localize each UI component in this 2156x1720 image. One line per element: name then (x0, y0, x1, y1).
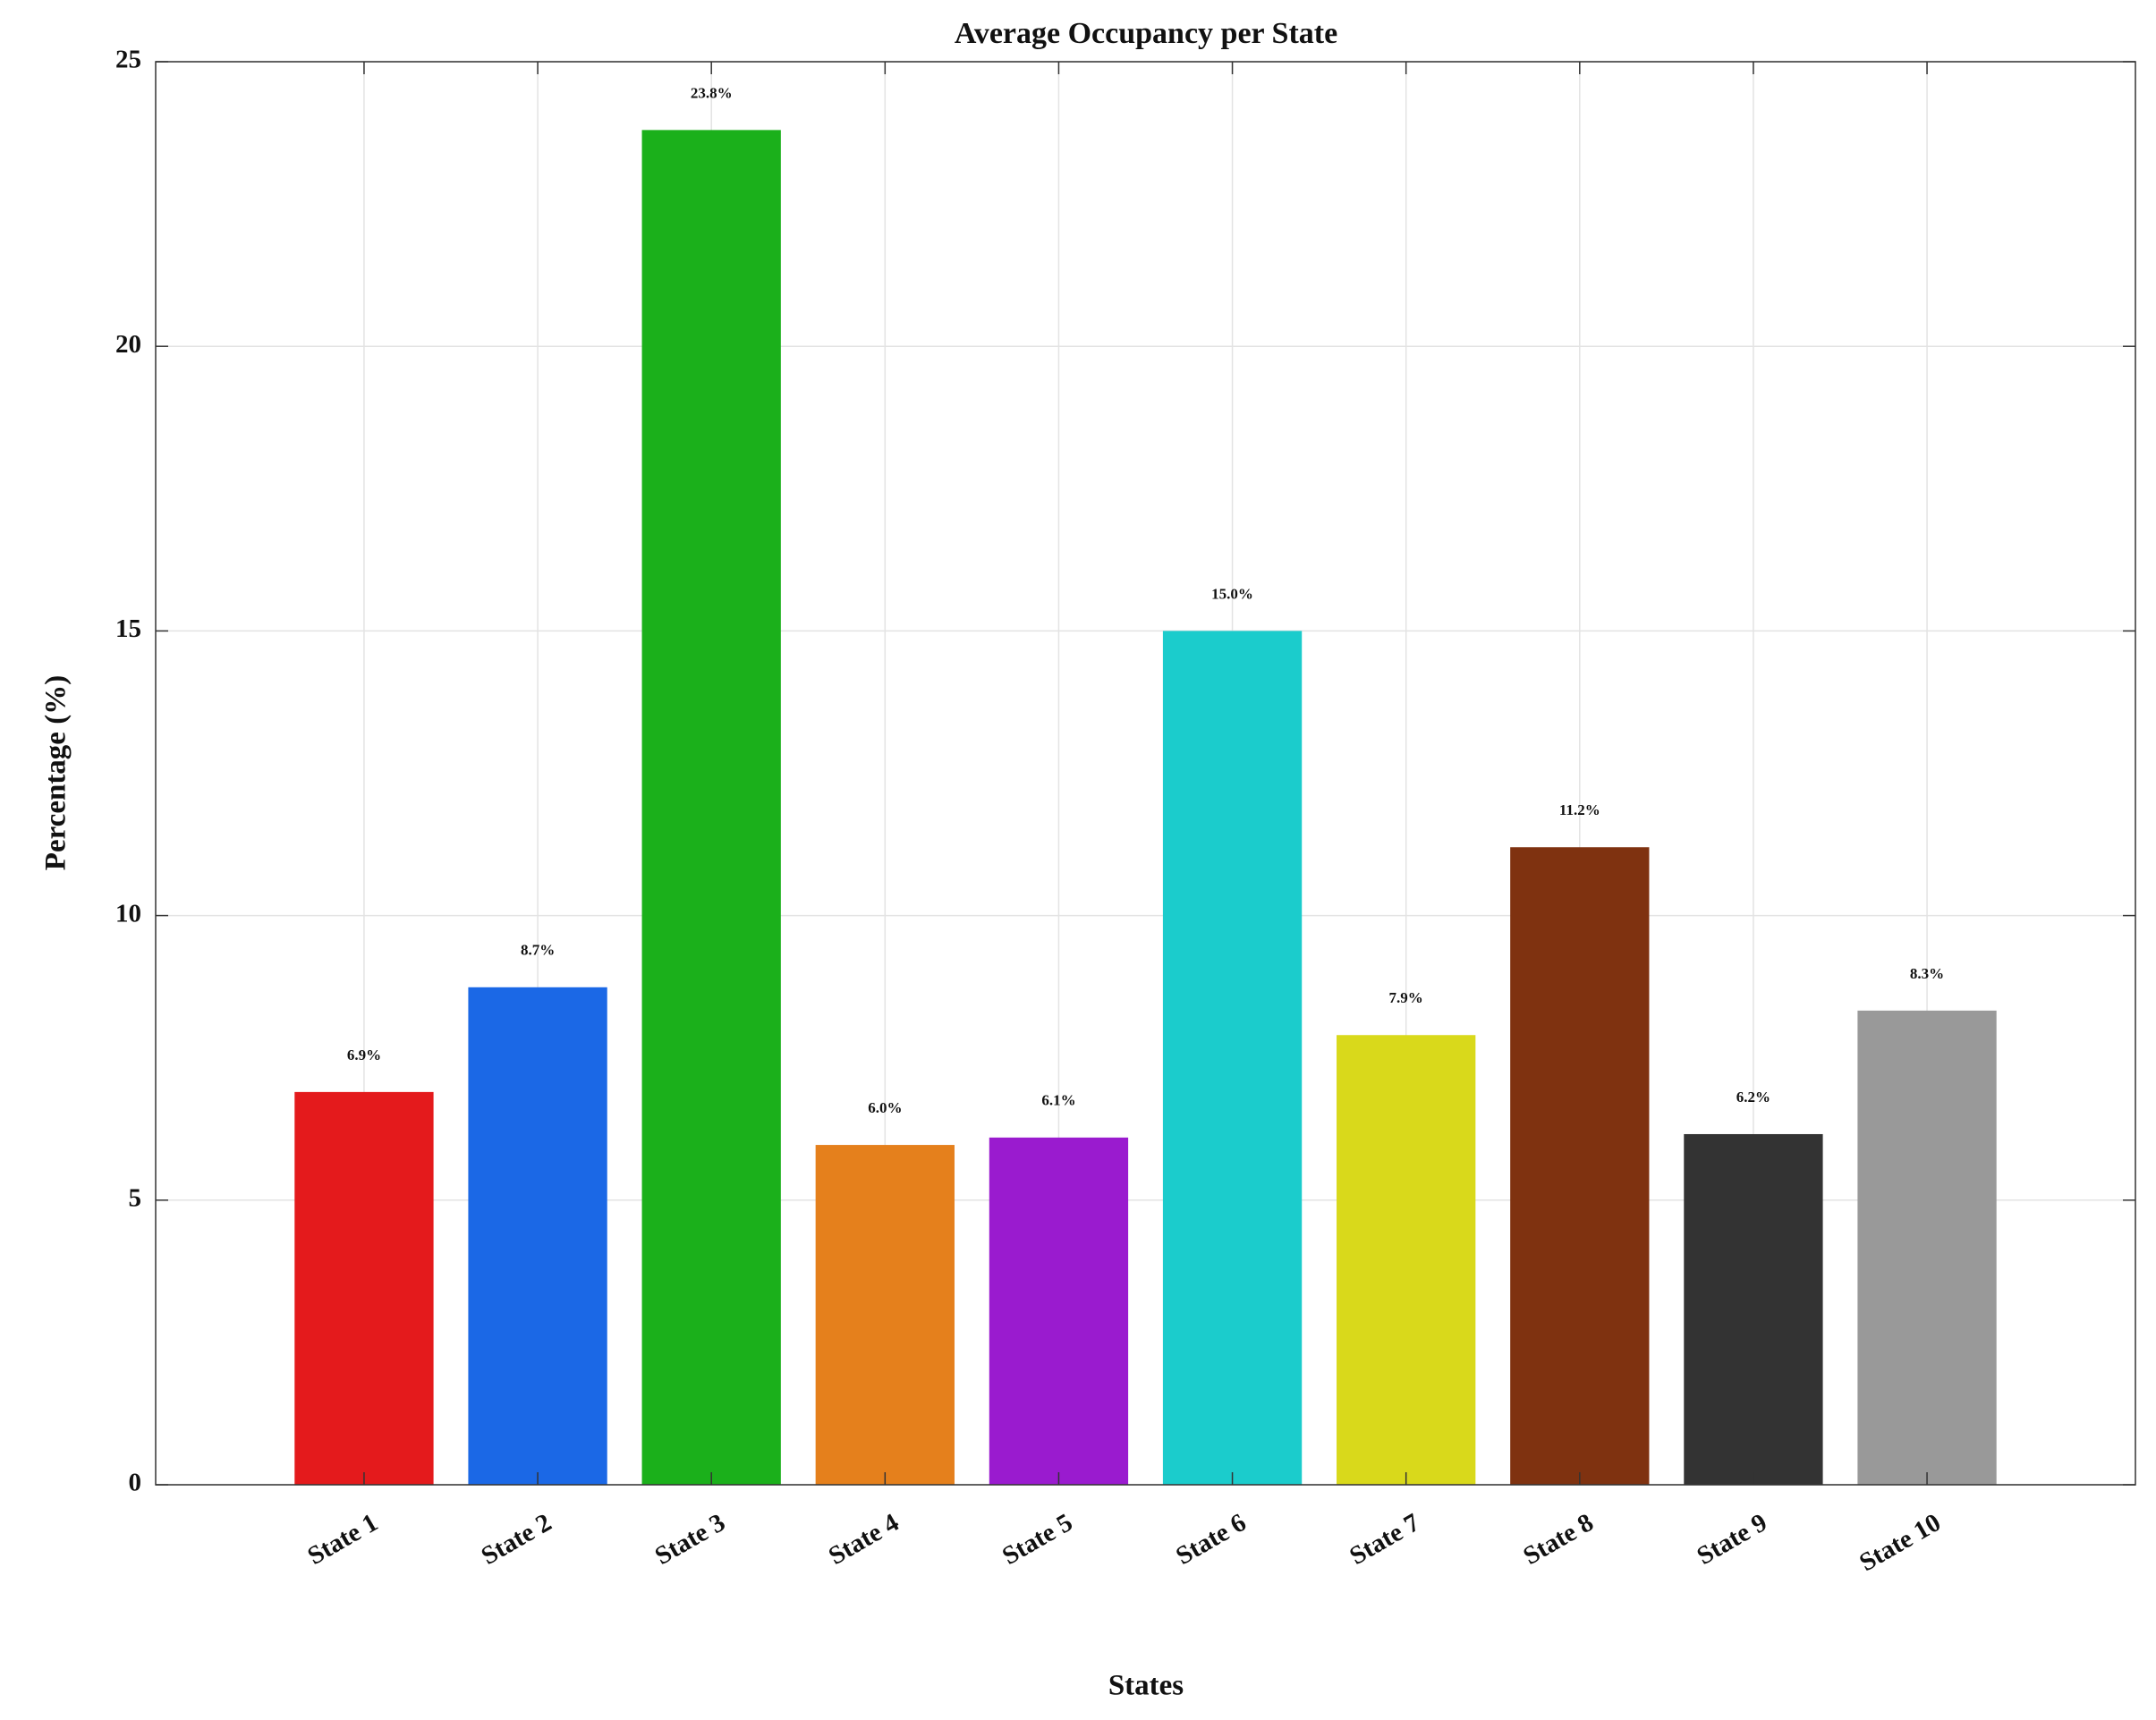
value-label: 23.8% (691, 84, 733, 101)
bar (989, 1137, 1129, 1485)
y-axis-label: Percentage (%) (40, 675, 72, 870)
x-tick-label: State 1 (303, 1508, 383, 1571)
bar (1857, 1010, 1997, 1485)
value-label: 6.1% (1041, 1092, 1075, 1109)
y-tick-label: 25 (115, 46, 141, 74)
bar (1510, 847, 1650, 1485)
value-label: 15.0% (1211, 585, 1253, 602)
x-tick-label: State 10 (1855, 1508, 1946, 1577)
value-label: 8.3% (1910, 965, 1944, 982)
y-tick-label: 15 (115, 614, 141, 643)
x-axis-label: States (1108, 1670, 1184, 1702)
x-tick-label: State 9 (1693, 1508, 1772, 1571)
bar (468, 987, 607, 1485)
value-label: 8.7% (521, 942, 555, 959)
bar (815, 1145, 955, 1485)
y-tick-label: 20 (115, 330, 141, 359)
x-tick-label: State 4 (824, 1508, 904, 1571)
value-label: 7.9% (1389, 989, 1423, 1006)
bar (294, 1091, 434, 1485)
value-label: 11.2% (1559, 801, 1600, 818)
x-tick-label: State 2 (477, 1508, 556, 1571)
value-label: 6.9% (347, 1046, 381, 1063)
value-label: 6.2% (1736, 1089, 1770, 1106)
bar (1337, 1035, 1476, 1485)
x-tick-label: State 5 (997, 1508, 1077, 1571)
y-tick-label: 5 (129, 1183, 142, 1212)
bar (1162, 631, 1303, 1485)
chart-title: Average Occupancy per State (955, 17, 1337, 50)
bar (641, 130, 781, 1485)
x-tick-label: State 6 (1171, 1508, 1251, 1571)
value-label: 6.0% (868, 1099, 902, 1116)
x-tick-label: State 3 (650, 1508, 730, 1571)
y-tick-label: 10 (115, 899, 141, 928)
y-tick-label: 0 (129, 1469, 142, 1497)
bar (1684, 1133, 1823, 1485)
plot-frame (155, 61, 2136, 1486)
x-tick-label: State 8 (1518, 1508, 1598, 1571)
x-tick-label: State 7 (1345, 1508, 1424, 1571)
